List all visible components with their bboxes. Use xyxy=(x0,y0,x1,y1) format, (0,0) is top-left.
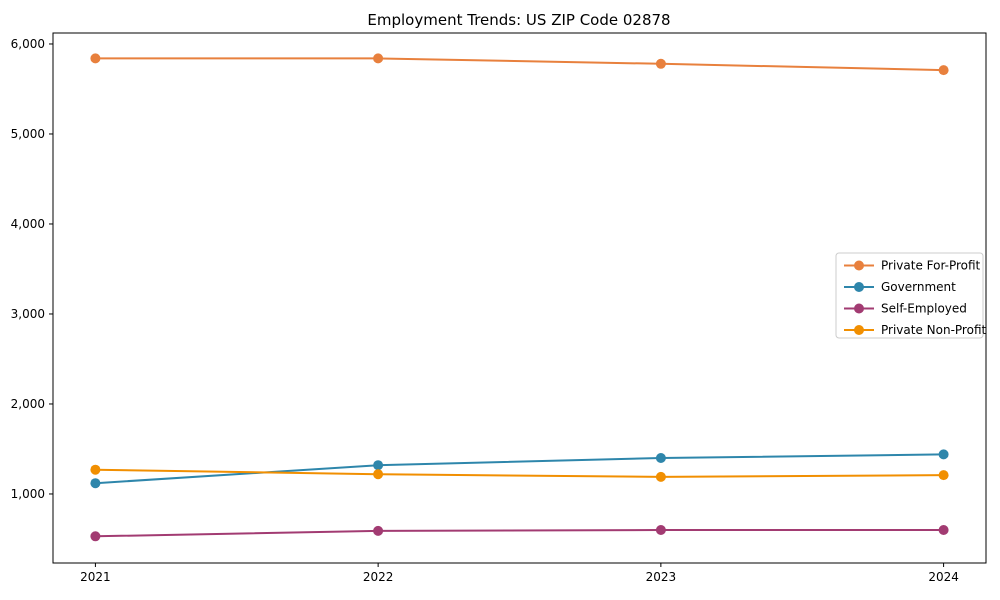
data-point-self-employed xyxy=(373,525,384,536)
legend-box xyxy=(835,252,984,339)
series-line-private-non-profit xyxy=(94,468,945,478)
plot-border xyxy=(52,32,987,564)
data-point-private-non-profit xyxy=(90,464,101,475)
data-point-private-non-profit xyxy=(938,470,949,481)
series-line-government xyxy=(94,453,945,485)
chart-title: Employment Trends: US ZIP Code 02878 xyxy=(367,11,671,29)
series-line-private-for-profit xyxy=(94,57,945,72)
legend-label-private-non-profit: Private Non-Profit xyxy=(881,323,987,337)
y-tick-label: 2,000 xyxy=(11,397,45,411)
legend-label-government: Government xyxy=(881,280,956,294)
legend-marker-government xyxy=(854,282,864,292)
data-point-private-for-profit xyxy=(938,65,949,76)
data-point-self-employed xyxy=(90,531,101,542)
data-point-government xyxy=(373,460,384,471)
legend-marker-self-employed xyxy=(854,303,864,314)
x-tick-label: 2022 xyxy=(363,570,394,584)
data-point-private-for-profit xyxy=(373,53,384,64)
data-point-private-non-profit xyxy=(655,471,666,482)
x-tick-label: 2021 xyxy=(80,570,111,584)
data-point-self-employed xyxy=(938,525,949,535)
data-point-self-employed xyxy=(655,525,666,535)
legend-marker-private-non-profit xyxy=(854,325,864,335)
legend-label-self-employed: Self-Employed xyxy=(881,302,967,316)
data-point-government xyxy=(655,453,666,463)
y-tick-label: 4,000 xyxy=(11,217,45,231)
y-tick-label: 1,000 xyxy=(11,487,45,501)
y-tick-label: 6,000 xyxy=(11,37,45,51)
data-point-private-for-profit xyxy=(90,53,101,64)
data-point-private-non-profit xyxy=(373,469,384,480)
y-tick-label: 3,000 xyxy=(11,307,45,321)
series-line-self-employed xyxy=(94,529,945,538)
x-tick-label: 2023 xyxy=(646,570,677,584)
x-tick-label: 2024 xyxy=(928,570,959,584)
data-point-government xyxy=(90,478,101,489)
y-tick-label: 5,000 xyxy=(11,127,45,141)
legend-marker-private-for-profit xyxy=(854,260,864,271)
data-point-government xyxy=(938,449,949,460)
legend-label-private-for-profit: Private For-Profit xyxy=(881,259,981,273)
data-point-private-for-profit xyxy=(655,58,666,69)
